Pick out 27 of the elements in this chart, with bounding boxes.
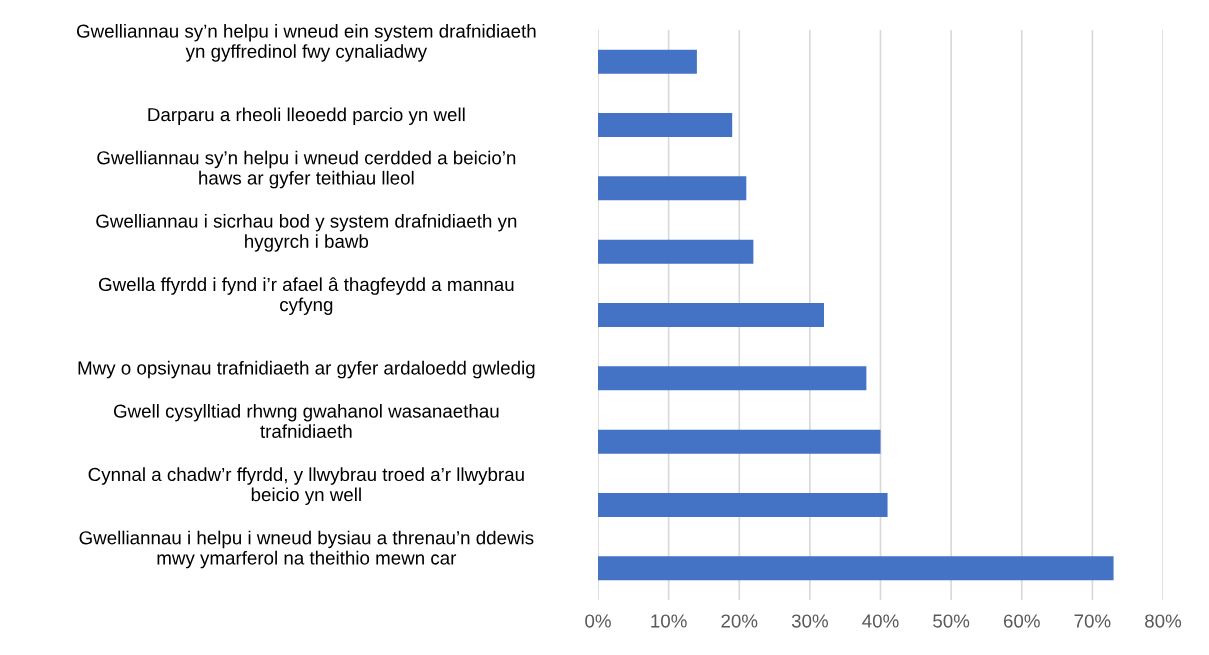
x-tick-label: 0% — [585, 614, 611, 628]
bar — [598, 112, 733, 138]
y-tick-label: Gwelliannau i sicrhau bod y system drafnidiaeth yn hygyrch i bawb — [96, 213, 517, 252]
y-tick-label: Gwella ffyrdd i fynd i’r afael â thagfeydd a mannau cyfyng — [99, 277, 514, 315]
x-tick-label: 50% — [933, 614, 970, 628]
y-tick-label: Gwell cysylltiad rhwng gwahanol wasanaethau trafnidiaeth — [113, 403, 499, 438]
bar — [598, 429, 881, 454]
x-tick-label: 10% — [651, 614, 687, 628]
bar — [598, 556, 1114, 581]
y-tick-label: Gwelliannau i helpu i wneud bysiau a threnau’n ddewis mwy ymarferol na theithio mewn car — [79, 530, 534, 569]
x-tick-label: 60% — [1003, 614, 1040, 628]
bar — [598, 492, 888, 518]
bar — [598, 302, 824, 328]
x-tick-label: 70% — [1074, 614, 1111, 628]
y-tick-label: Gwelliannau sy’n helpu i wneud cerdded a beicio’n haws ar gyfer teithiau lleol — [97, 150, 516, 189]
x-tick-label: 80% — [1145, 614, 1182, 628]
y-tick-label: Cynnal a chadw’r ffyrdd, y llwybrau troed a’r llwybrau beicio yn well — [88, 467, 524, 505]
bar — [598, 366, 867, 391]
bar — [598, 49, 697, 74]
bar — [598, 176, 747, 201]
y-tick-label: Gwelliannau sy’n helpu i wneud ein system drafnidiaeth yn gyffredinol fwy cynaliadwy — [76, 23, 536, 62]
bar — [598, 239, 754, 264]
x-tick-label: 40% — [862, 614, 899, 628]
x-tick-label: 20% — [721, 614, 758, 628]
x-tick-label: 30% — [791, 614, 828, 628]
y-tick-label: Darparu a rheoli lleoedd parcio yn well — [148, 107, 465, 125]
y-tick-label: Mwy o opsiynau trafnidiaeth ar gyfer ardaloedd gwledig — [78, 360, 535, 379]
